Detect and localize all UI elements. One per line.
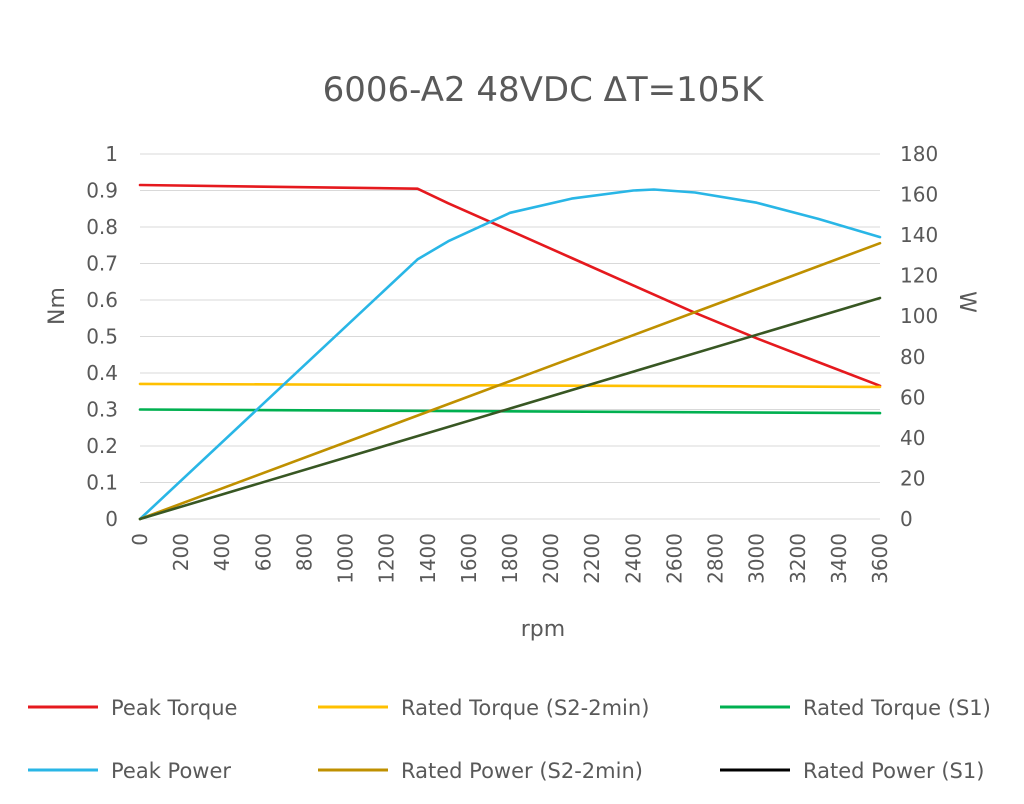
y-right-tick-label: 60 [900, 385, 925, 409]
legend-label: Rated Power (S2-2min) [401, 759, 643, 783]
series-line-rated-power-s1 [138, 296, 882, 521]
series-line-peak-power [138, 188, 882, 521]
chart-title: 6006-A2 48VDC ΔT=105K [323, 70, 765, 110]
y-right-axis-label: W [954, 291, 979, 313]
x-tick-label: 3000 [745, 533, 769, 584]
y-right-tick-label: 100 [900, 304, 938, 328]
series-line-rated-power-s2-2min [138, 241, 882, 521]
x-tick-label: 2600 [662, 533, 686, 584]
x-tick-label: 2000 [539, 533, 563, 584]
y-left-tick-label: 0.3 [86, 398, 118, 422]
x-axis-ticks: 0 200 400 600 800 1000 1200 1400 1600 1800 2000 220… [128, 533, 892, 584]
x-tick-label: 3600 [868, 533, 892, 584]
x-tick-label: 800 [292, 533, 316, 571]
y-left-tick-label: 0 [105, 507, 118, 531]
x-axis-label: rpm [521, 617, 565, 642]
legend-label: Rated Torque (S1) [803, 696, 991, 720]
y-left-tick-label: 0.2 [86, 434, 118, 458]
x-tick-label: 1600 [457, 533, 481, 584]
left-axis-ticks: 0 0.1 0.2 0.3 0.4 0.5 0.6 0.7 0.8 0.9 1 [86, 142, 118, 531]
y-right-tick-label: 160 [900, 183, 938, 207]
y-left-tick-label: 0.1 [86, 471, 118, 495]
y-right-tick-label: 140 [900, 223, 938, 247]
x-tick-label: 0 [128, 533, 152, 546]
x-tick-label: 1000 [334, 533, 358, 584]
x-tick-label: 1400 [416, 533, 440, 584]
y-left-tick-label: 0.5 [86, 325, 118, 349]
y-right-tick-label: 0 [900, 507, 913, 531]
y-left-tick-label: 0.9 [86, 179, 118, 203]
y-left-tick-label: 0.4 [86, 361, 118, 385]
legend-label: Rated Torque (S2-2min) [401, 696, 649, 720]
series-line-peak-torque [138, 183, 882, 388]
y-left-tick-label: 0.8 [86, 215, 118, 239]
y-left-tick-label: 1 [105, 142, 118, 166]
grid-lines [140, 153, 880, 520]
legend-label: Peak Torque [111, 696, 237, 720]
x-tick-label: 3200 [786, 533, 810, 584]
x-tick-label: 400 [210, 533, 234, 571]
legend: Peak Torque Rated Torque (S2-2min) Rated T… [28, 696, 991, 783]
series-lines [138, 183, 882, 521]
legend-label: Rated Power (S1) [803, 759, 984, 783]
y-right-tick-label: 80 [900, 345, 925, 369]
x-tick-label: 600 [251, 533, 275, 571]
legend-label: Peak Power [111, 759, 231, 783]
y-left-tick-label: 0.6 [86, 288, 118, 312]
x-tick-label: 1200 [375, 533, 399, 584]
right-axis-ticks: 0 20 40 60 80 100 120 140 160 180 [900, 142, 938, 531]
y-right-tick-label: 20 [900, 466, 925, 490]
series-line-rated-torque-s2-2min [138, 382, 882, 389]
x-tick-label: 2800 [704, 533, 728, 584]
series-line-rated-torque-s1 [138, 408, 882, 415]
y-left-axis-label: Nm [45, 287, 70, 325]
y-right-tick-label: 180 [900, 142, 938, 166]
y-right-tick-label: 40 [900, 426, 925, 450]
x-tick-label: 2400 [621, 533, 645, 584]
y-left-tick-label: 0.7 [86, 252, 118, 276]
x-tick-label: 3400 [827, 533, 851, 584]
x-tick-label: 2200 [580, 533, 604, 584]
x-tick-label: 1800 [498, 533, 522, 584]
x-tick-label: 200 [169, 533, 193, 571]
y-right-tick-label: 120 [900, 264, 938, 288]
